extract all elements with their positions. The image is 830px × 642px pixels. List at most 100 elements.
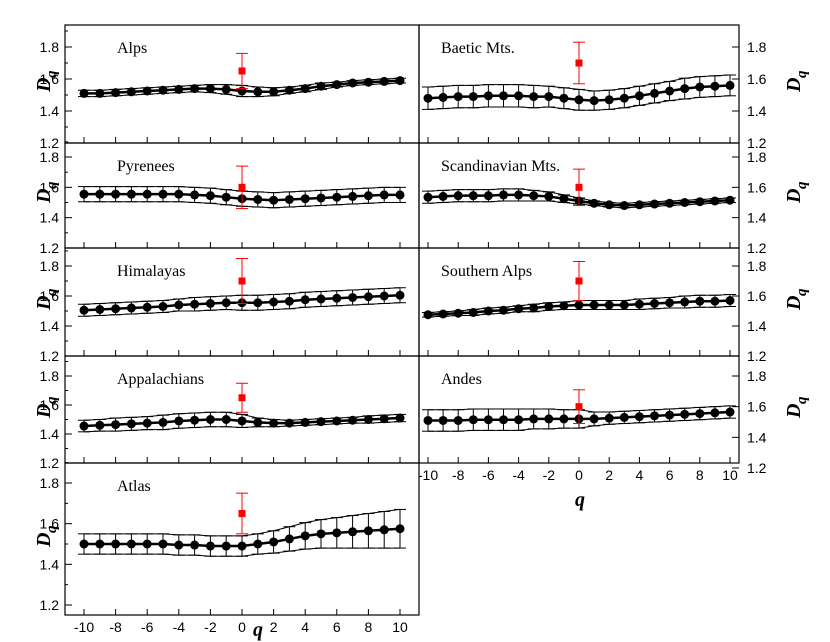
panel-label: Himalayas xyxy=(117,263,185,280)
data-point xyxy=(284,85,294,95)
data-point xyxy=(269,418,279,428)
y-tick-label: 1.4 xyxy=(40,318,60,334)
data-point xyxy=(695,82,705,92)
data-point xyxy=(284,418,294,428)
data-point xyxy=(142,539,152,549)
data-point xyxy=(221,298,231,308)
data-point xyxy=(300,531,310,541)
data-point xyxy=(680,297,690,307)
data-point xyxy=(529,303,539,313)
y-tick-label: 1.6 xyxy=(40,71,60,87)
data-point xyxy=(468,415,478,425)
y-axis-title: D xyxy=(783,296,805,311)
data-point xyxy=(205,299,215,308)
data-point xyxy=(142,302,152,312)
data-point xyxy=(710,296,720,306)
y-tick-label: 1.8 xyxy=(747,149,767,165)
series-red xyxy=(236,492,248,535)
y-tick-label: 1.8 xyxy=(747,39,767,55)
data-point xyxy=(438,191,448,201)
y-tick-label: 1.8 xyxy=(747,368,767,384)
data-point xyxy=(221,541,231,551)
data-point xyxy=(619,412,629,422)
y-axis-title: D xyxy=(783,404,805,419)
data-point xyxy=(221,84,231,94)
y-tick-label: 1.2 xyxy=(40,135,60,151)
data-point xyxy=(221,415,231,424)
data-point xyxy=(695,296,705,306)
data-point xyxy=(95,539,105,549)
data-point xyxy=(379,291,389,301)
data-point xyxy=(158,189,168,199)
data-point xyxy=(453,92,463,102)
y-axis-title-subscript: q xyxy=(44,70,60,78)
series-red xyxy=(236,258,248,304)
data-point xyxy=(284,296,294,306)
x-axis-title: q xyxy=(253,619,263,641)
data-point xyxy=(529,414,539,424)
data-point xyxy=(604,200,614,210)
panel-southern-alps: 1.2 1.4 1.6 1.8 Southern Alps xyxy=(418,247,767,364)
data-point xyxy=(79,189,89,199)
data-point xyxy=(483,415,493,425)
data-point xyxy=(634,412,644,422)
data-point xyxy=(174,189,184,199)
panel-label: Baetic Mts. xyxy=(441,40,515,57)
data-point xyxy=(604,300,614,310)
x-tick-label: 10 xyxy=(722,467,738,483)
y-tick-label: 1.4 xyxy=(40,210,60,226)
data-point xyxy=(589,96,599,106)
data-point xyxy=(483,191,493,201)
data-point xyxy=(695,197,705,207)
data-point xyxy=(332,528,342,538)
data-point xyxy=(126,189,136,199)
data-point xyxy=(269,87,279,97)
data-point xyxy=(111,304,121,314)
data-point xyxy=(559,194,569,204)
data-point xyxy=(575,277,583,285)
data-point xyxy=(79,88,89,98)
data-point xyxy=(237,416,247,426)
data-point xyxy=(205,191,215,201)
data-point xyxy=(379,414,389,424)
data-point xyxy=(238,67,246,75)
data-point xyxy=(142,86,152,96)
data-point xyxy=(589,414,599,424)
data-point xyxy=(253,539,263,549)
data-point xyxy=(174,540,184,550)
panel-label: Scandinavian Mts. xyxy=(441,158,560,175)
x-tick-label: -6 xyxy=(141,619,154,635)
data-point xyxy=(395,413,405,423)
panel-appalachians: 1.2 1.4 1.6 1.8 Appalachians xyxy=(40,355,420,471)
data-point xyxy=(574,95,584,105)
y-tick-label: 1.2 xyxy=(40,597,60,613)
x-tick-label: -4 xyxy=(512,467,525,483)
data-point xyxy=(111,189,121,199)
panel-andes: 1.2 1.4 1.6 1.8 -10 -8 -6 -4 -2 0 2 4 6 8 10 Andes xyxy=(418,355,767,483)
panel-label: Atlas xyxy=(117,478,151,495)
data-point xyxy=(544,414,554,424)
y-axis-title: D xyxy=(33,189,55,204)
data-point xyxy=(142,418,152,428)
y-axis-title-subscript: q xyxy=(794,181,810,189)
data-point xyxy=(300,417,310,427)
panel-pyrenees: 1.2 1.4 1.6 1.8 Pyrenees xyxy=(40,141,420,256)
data-point xyxy=(559,414,569,424)
data-point xyxy=(499,305,508,315)
data-point xyxy=(634,200,644,210)
panel-baetic-mts-: 1.2 1.4 1.6 1.8 Baetic Mts. xyxy=(418,24,767,151)
data-point xyxy=(619,300,629,310)
series-black xyxy=(78,76,406,98)
data-point xyxy=(126,539,136,549)
data-point xyxy=(205,84,215,94)
data-point xyxy=(237,541,247,551)
series-red xyxy=(236,52,248,90)
data-point xyxy=(348,293,358,302)
series-red xyxy=(236,165,248,210)
y-tick-label: 1.8 xyxy=(747,258,767,274)
data-point xyxy=(604,95,614,105)
y-tick-label: 1.6 xyxy=(40,397,60,413)
data-point xyxy=(574,300,584,310)
y-tick-label: 1.6 xyxy=(40,288,60,304)
panel-label: Andes xyxy=(441,371,482,388)
